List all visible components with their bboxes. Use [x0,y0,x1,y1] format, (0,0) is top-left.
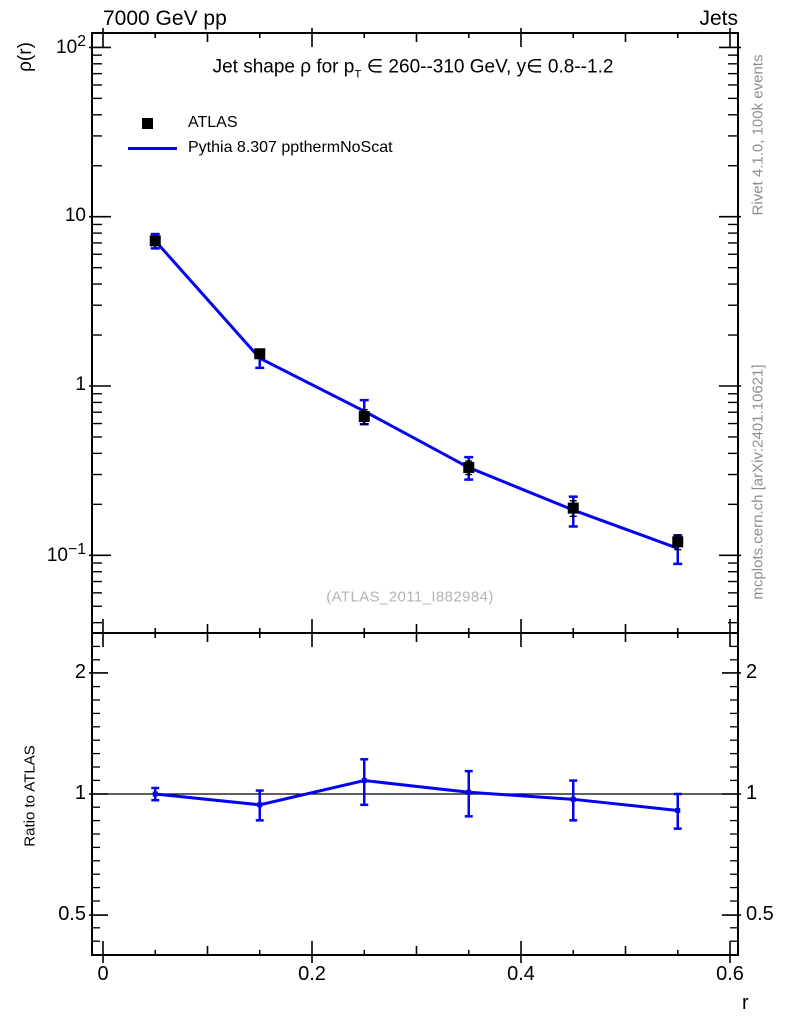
ratio-y-tick-label-left: 2 [74,661,86,684]
legend-label-atlas: ATLAS [188,114,238,131]
main-y-tick-label: 10−1 [46,541,86,567]
x-tick-label: 0.2 [298,963,326,985]
rivet-version-note: Rivet 4.1.0, 100k events [749,54,767,216]
ratio-y-tick-label-right: 1 [746,782,758,805]
ratio-y-tick-label-left: 0.5 [58,903,86,926]
ratio-y-tick-label-right: 2 [746,661,758,684]
ratio-y-tick-label-right: 0.5 [746,903,774,926]
x-tick-label: 0.6 [716,963,744,985]
ratio-axis-title: Ratio to ATLAS [21,745,39,847]
y-axis-title: ρ(r) [15,42,36,72]
legend-marker-atlas [142,118,153,129]
legend-label-pythia: Pythia 8.307 ppthermNoScat [188,139,393,156]
main-y-tick-label: 102 [56,33,86,59]
mcplots-arxiv-note: mcplots.cern.ch [arXiv:2401.10621] [749,364,767,600]
x-tick-label: 0.4 [507,963,535,985]
analysis-header: Jets [699,7,738,30]
x-axis-title: r [742,992,749,1014]
plot-title: Jet shape ρ for pT ∈ 260--310 GeV, y∈ 0.… [212,56,614,81]
ratio-y-tick-label-left: 1 [74,782,86,805]
beam-header: 7000 GeV pp [103,7,227,30]
legend-line-pythia [128,147,177,150]
main-y-tick-label: 1 [75,374,86,396]
analysis-watermark: (ATLAS_2011_I882984) [326,588,494,606]
x-tick-label: 0 [97,963,109,985]
main-y-tick-label: 10 [64,204,86,226]
